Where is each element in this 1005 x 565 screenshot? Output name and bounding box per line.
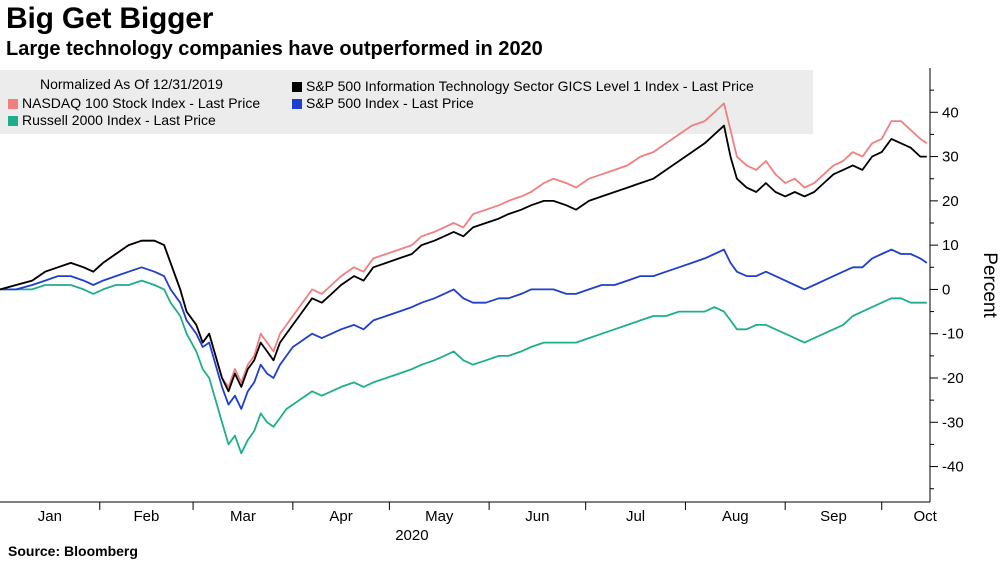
- x-axis-label: 2020: [395, 527, 428, 544]
- y-axis-label: Percent: [979, 252, 1000, 318]
- series-line-sp500: [0, 248, 928, 410]
- legend-label-sp500-it: S&P 500 Information Technology Sector GI…: [306, 78, 754, 94]
- legend-swatch-russell: [8, 116, 18, 126]
- legend-normalization-note: Normalized As Of 12/31/2019: [40, 76, 223, 92]
- x-tick-label: Jun: [525, 508, 549, 525]
- y-tick-label: -20: [942, 370, 964, 387]
- legend-swatch-sp500-it: [292, 82, 302, 92]
- y-tick-label: 20: [942, 193, 959, 210]
- source-note: Source: Bloomberg: [8, 543, 138, 559]
- series-line-nasdaq: [0, 102, 928, 388]
- x-tick-label: May: [425, 508, 454, 525]
- y-tick-label: -40: [942, 459, 964, 476]
- chart-axes: 40 30 20 10 0 -10 -20 -30 -40 Percent Jan Feb Mar Apr…: [0, 68, 1000, 544]
- x-tick-label: Jul: [626, 508, 645, 525]
- y-tick-label: 30: [942, 149, 959, 166]
- legend-label-russell: Russell 2000 Index - Last Price: [22, 112, 216, 128]
- x-tick-label: Oct: [914, 508, 938, 525]
- chart-series: [0, 102, 928, 455]
- legend-label-sp500: S&P 500 Index - Last Price: [306, 95, 474, 111]
- x-tick-label: Mar: [230, 508, 256, 525]
- legend-label-nasdaq: NASDAQ 100 Stock Index - Last Price: [22, 95, 261, 111]
- legend: Normalized As Of 12/31/2019 NASDAQ 100 S…: [0, 70, 813, 134]
- legend-swatch-nasdaq: [8, 99, 18, 109]
- x-tick-label: Sep: [820, 508, 847, 525]
- y-tick-label: 40: [942, 104, 959, 121]
- x-tick-label: Aug: [722, 508, 749, 525]
- x-tick-label: Apr: [329, 508, 352, 525]
- legend-swatch-sp500: [292, 99, 302, 109]
- y-tick-label: 0: [942, 281, 950, 298]
- y-tick-label: -30: [942, 414, 964, 431]
- chart-title: Big Get Bigger: [6, 2, 214, 35]
- series-line-sp500-it: [0, 124, 927, 393]
- series-line-russell: [0, 279, 927, 455]
- chart-subtitle: Large technology companies have outperfo…: [6, 38, 543, 60]
- x-tick-label: Jan: [38, 508, 62, 525]
- y-tick-label: 10: [942, 237, 959, 254]
- x-tick-label: Feb: [133, 508, 159, 525]
- y-tick-label: -10: [942, 326, 964, 343]
